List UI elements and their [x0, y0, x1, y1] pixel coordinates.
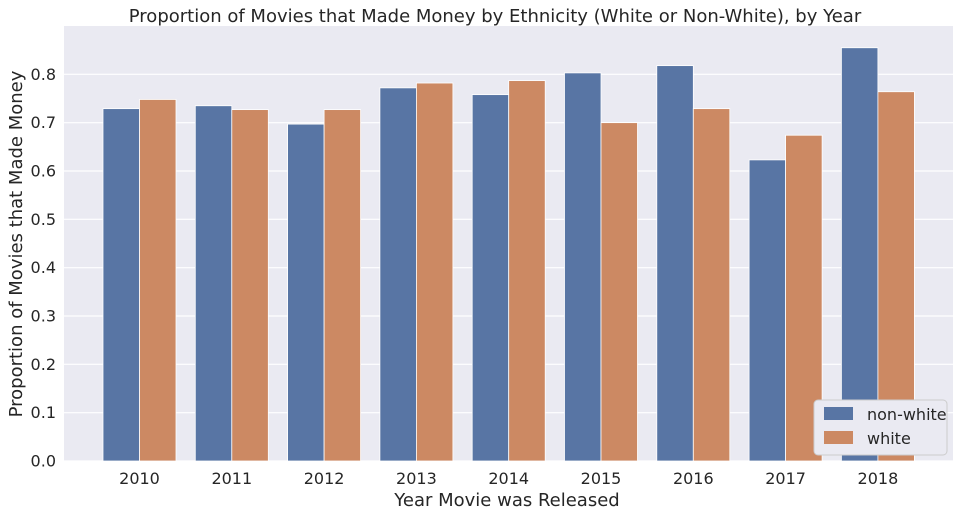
- x-tick-label: 2015: [581, 469, 622, 488]
- bar-white-2016: [692, 108, 731, 462]
- bar-white-2011: [231, 109, 269, 462]
- x-tick-label: 2017: [765, 469, 806, 488]
- y-tick-label: 0.0: [31, 452, 56, 471]
- bar-non-white-2015: [564, 72, 602, 462]
- bar-white-2012: [323, 109, 362, 462]
- y-tick-label: 0.8: [31, 65, 56, 84]
- bar-white-2018: [877, 91, 915, 462]
- bar-white-2014: [508, 80, 546, 462]
- bar-non-white-2017: [748, 159, 786, 462]
- x-tick-label: 2016: [673, 469, 714, 488]
- bar-non-white-2012: [287, 123, 325, 462]
- legend-swatch-non-white: [824, 407, 853, 420]
- bar-non-white-2016: [656, 65, 694, 462]
- bar-non-white-2011: [194, 105, 233, 462]
- y-tick-label: 0.7: [31, 113, 56, 132]
- x-tick-label: 2013: [396, 469, 437, 488]
- x-tick-label: 2018: [858, 469, 899, 488]
- bar-non-white-2010: [102, 108, 140, 462]
- x-tick-label: 2010: [119, 469, 160, 488]
- bar-white-2013: [415, 82, 454, 462]
- bars: [102, 47, 915, 462]
- y-axis-label: Proportion of Movies that Made Money: [6, 70, 27, 417]
- y-tick-label: 0.3: [31, 307, 56, 326]
- bar-white-2015: [600, 122, 638, 462]
- y-axis-ticks: 0.0 0.1 0.2 0.3 0.4 0.5 0.6 0.7 0.8: [31, 65, 56, 471]
- x-tick-label: 2012: [304, 469, 345, 488]
- legend-label-non-white: non-white: [867, 405, 947, 424]
- x-axis-ticks: 2010 2011 2012 2013 2014 2015 2016 2017 2018: [119, 469, 898, 488]
- y-tick-label: 0.6: [31, 162, 56, 181]
- x-tick-label: 2011: [211, 469, 252, 488]
- y-tick-label: 0.2: [31, 355, 56, 374]
- x-tick-label: 2014: [488, 469, 529, 488]
- legend: non-white white: [813, 399, 948, 456]
- legend-label-white: white: [867, 429, 911, 448]
- legend-swatch-white: [824, 431, 853, 444]
- bar-non-white-2014: [471, 94, 510, 462]
- y-tick-label: 0.1: [31, 403, 56, 422]
- chart-title: Proportion of Movies that Made Money by …: [129, 6, 862, 27]
- x-axis-label: Year Movie was Released: [393, 490, 619, 511]
- bar-non-white-2013: [379, 87, 417, 462]
- y-tick-label: 0.4: [31, 258, 56, 277]
- y-tick-label: 0.5: [31, 210, 56, 229]
- bar-non-white-2018: [841, 47, 879, 462]
- bar-white-2010: [139, 99, 177, 462]
